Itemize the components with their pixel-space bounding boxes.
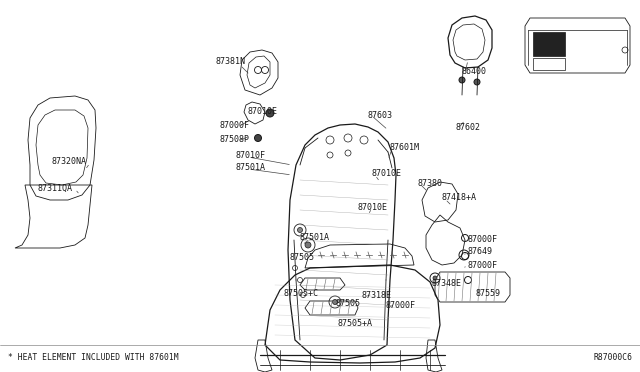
Text: 87318E: 87318E [362, 291, 392, 299]
Text: 87311QA: 87311QA [38, 183, 73, 192]
Text: 87010E: 87010E [372, 170, 402, 179]
Text: 87000F: 87000F [468, 234, 498, 244]
Text: 87000F: 87000F [220, 122, 250, 131]
Circle shape [305, 242, 311, 248]
Text: 87505: 87505 [290, 253, 315, 262]
Text: 87559: 87559 [476, 289, 501, 298]
Circle shape [266, 109, 274, 117]
Circle shape [255, 135, 262, 141]
Text: 87649: 87649 [468, 247, 493, 257]
Text: 87601M: 87601M [390, 144, 420, 153]
Circle shape [474, 79, 480, 85]
Circle shape [298, 228, 303, 232]
Text: * HEAT ELEMENT INCLUDED WITH 87601M: * HEAT ELEMENT INCLUDED WITH 87601M [8, 353, 179, 362]
Text: 87602: 87602 [455, 124, 480, 132]
Text: 87501A: 87501A [300, 234, 330, 243]
Text: 87010E: 87010E [248, 108, 278, 116]
Text: 87505+C: 87505+C [283, 289, 318, 298]
Text: 87418+A: 87418+A [442, 193, 477, 202]
Text: 87320NA: 87320NA [52, 157, 87, 167]
Text: 87501A: 87501A [235, 164, 265, 173]
Text: R87000C6: R87000C6 [593, 353, 632, 362]
Text: 87505: 87505 [335, 299, 360, 308]
Text: 87603: 87603 [368, 110, 393, 119]
Text: 87505+A: 87505+A [337, 318, 372, 327]
Text: 86400: 86400 [462, 67, 487, 77]
Text: 87381N: 87381N [215, 58, 245, 67]
Circle shape [333, 299, 337, 305]
Text: 87010F: 87010F [235, 151, 265, 160]
Text: 87000F: 87000F [468, 260, 498, 269]
Circle shape [459, 77, 465, 83]
Text: 87010E: 87010E [358, 202, 388, 212]
Text: 87000F: 87000F [385, 301, 415, 311]
Polygon shape [533, 32, 565, 56]
Circle shape [433, 276, 437, 280]
Text: 87508P: 87508P [220, 135, 250, 144]
Text: 87380: 87380 [418, 179, 443, 187]
Text: 87348E: 87348E [432, 279, 462, 288]
